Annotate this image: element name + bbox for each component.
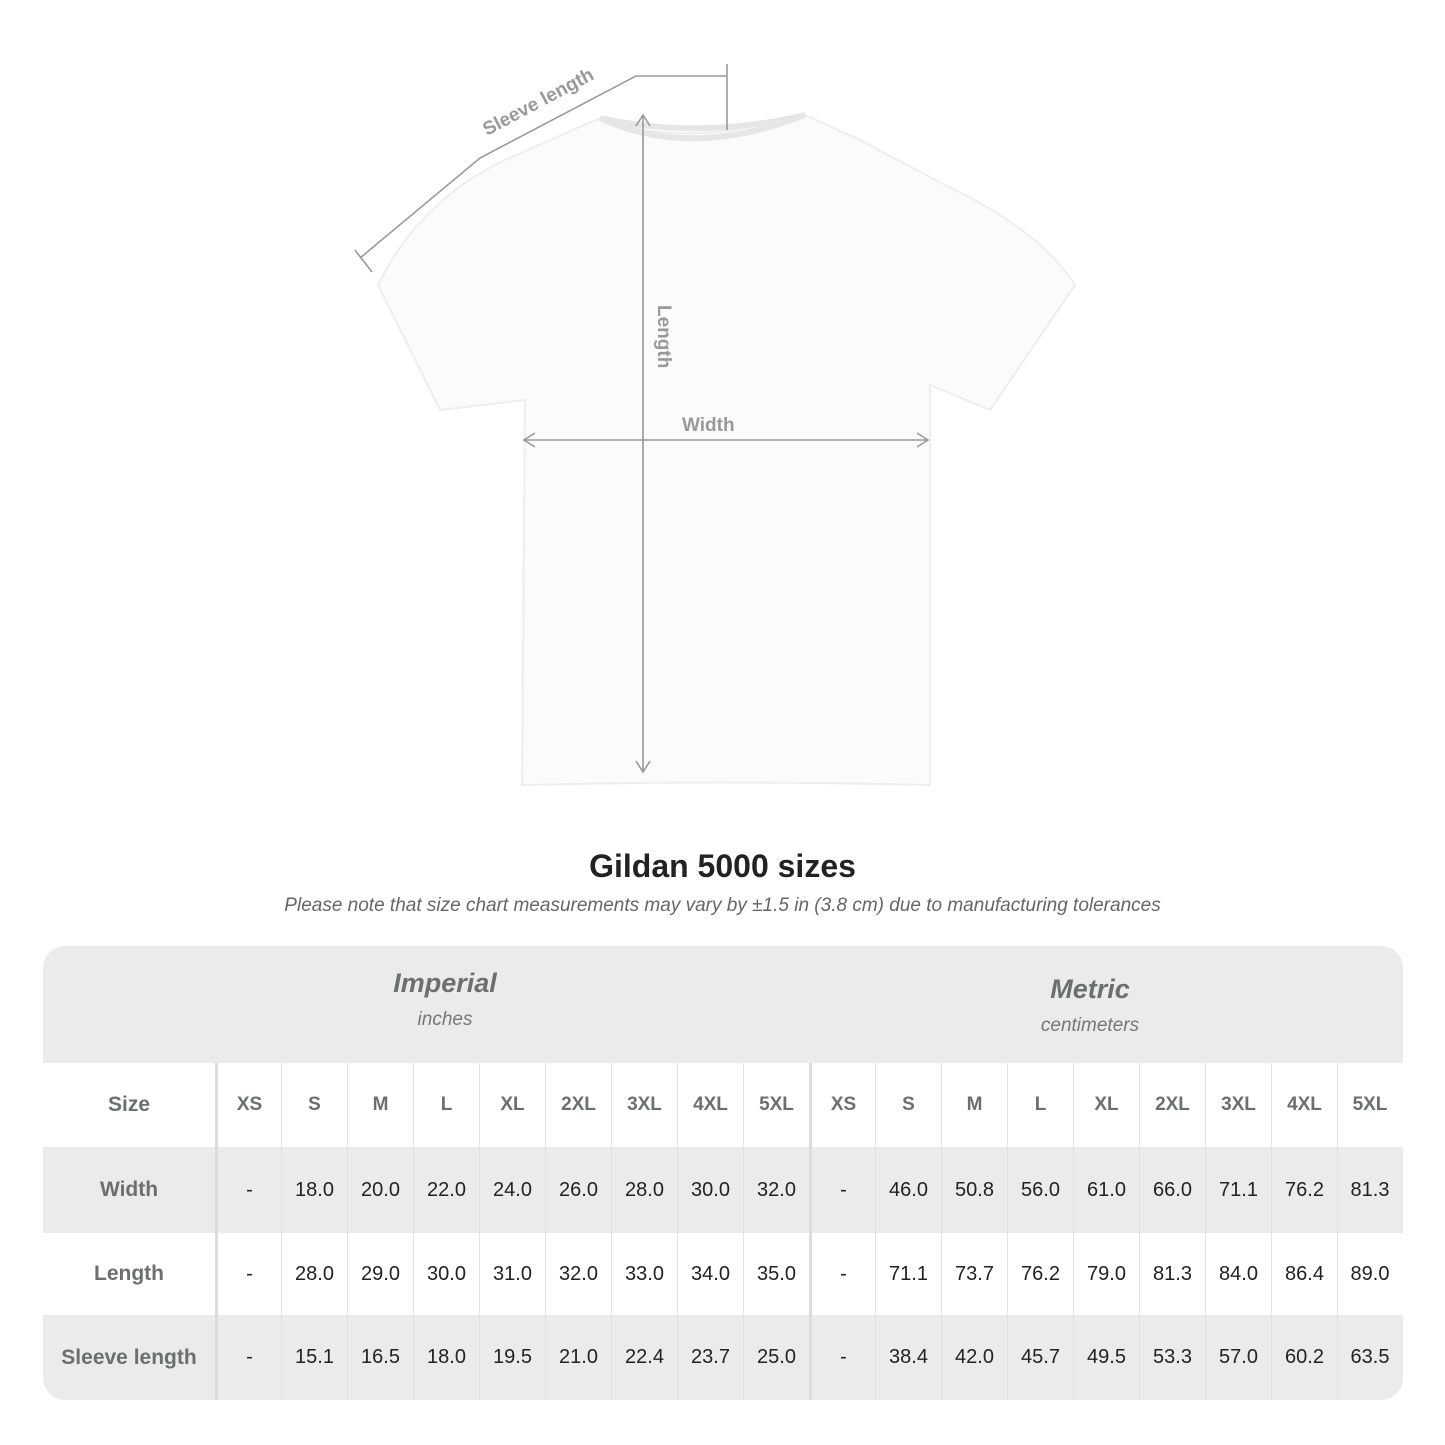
- metric-header: Metric centimeters: [810, 974, 1370, 1037]
- imperial-value-cell: -: [215, 1233, 281, 1315]
- imperial-value-cell: 30.0: [413, 1233, 479, 1315]
- metric-value-cell: 38.4: [875, 1315, 941, 1400]
- size-header-cell: 2XL: [545, 1063, 611, 1147]
- imperial-value-cell: -: [215, 1147, 281, 1233]
- collar: [598, 112, 807, 142]
- size-header-cell: 5XL: [743, 1063, 809, 1147]
- size-header-cell: 3XL: [611, 1063, 677, 1147]
- metric-value-cell: 89.0: [1337, 1233, 1402, 1315]
- metric-value-cell: 46.0: [875, 1147, 941, 1233]
- metric-value-cell: 81.3: [1139, 1233, 1205, 1315]
- imperial-value-cell: 28.0: [611, 1147, 677, 1233]
- imperial-value-cell: 32.0: [743, 1147, 809, 1233]
- page-title: Gildan 5000 sizes: [589, 848, 856, 884]
- metric-value-cell: 56.0: [1007, 1147, 1073, 1233]
- sleeve-length-line: [359, 75, 727, 259]
- imperial-value-cell: 25.0: [743, 1315, 809, 1400]
- imperial-value-cell: 20.0: [347, 1147, 413, 1233]
- row-label: Size: [107, 1093, 151, 1116]
- metric-value-cell: 81.3: [1337, 1147, 1402, 1233]
- size-header-cell: XL: [1073, 1063, 1139, 1147]
- table-row: Width -18.0 20.0 22.0 24.0 26.0 28.0 30.0 32.0-4…: [43, 1147, 1403, 1233]
- size-header-cell: M: [347, 1063, 413, 1147]
- imperial-value-cell: 22.4: [611, 1315, 677, 1400]
- row-label: Width: [99, 1178, 159, 1201]
- metric-value-cell: 73.7: [941, 1233, 1007, 1315]
- metric-value-cell: 71.1: [875, 1233, 941, 1315]
- size-header-cell: M: [941, 1063, 1007, 1147]
- metric-value-cell: 79.0: [1073, 1233, 1139, 1315]
- imperial-value-cell: 18.0: [281, 1147, 347, 1233]
- imperial-value-cell: 29.0: [347, 1233, 413, 1315]
- width-label: Width: [682, 415, 735, 436]
- row-label: Sleeve length: [61, 1345, 197, 1369]
- size-header-cell: L: [413, 1063, 479, 1147]
- imperial-title: Imperial: [393, 968, 497, 998]
- metric-value-cell: 86.4: [1271, 1233, 1337, 1315]
- metric-value-cell: 76.2: [1271, 1147, 1337, 1233]
- length-label: Length: [653, 305, 674, 368]
- imperial-value-cell: 19.5: [479, 1315, 545, 1400]
- size-header-cell: 4XL: [677, 1063, 743, 1147]
- tshirt-image: [376, 113, 1077, 787]
- metric-value-cell: 66.0: [1139, 1147, 1205, 1233]
- size-table: Imperial inches Metric centimeters Size X…: [43, 946, 1403, 1400]
- metric-value-cell: 84.0: [1205, 1233, 1271, 1315]
- size-header-cell: 3XL: [1205, 1063, 1271, 1147]
- metric-unit: centimeters: [1040, 1015, 1140, 1036]
- imperial-value-cell: 35.0: [743, 1233, 809, 1315]
- metric-value-cell: 71.1: [1205, 1147, 1271, 1233]
- metric-value-cell: 57.0: [1205, 1315, 1271, 1400]
- metric-value-cell: 76.2: [1007, 1233, 1073, 1315]
- row-label: Length: [94, 1262, 164, 1285]
- size-header-cell: L: [1007, 1063, 1073, 1147]
- tolerance-note: Please note that size chart measurements…: [284, 895, 1161, 916]
- metric-value-cell: 50.8: [941, 1147, 1007, 1233]
- metric-value-cell: 53.3: [1139, 1315, 1205, 1400]
- size-header-row: Size XS S M L XL 2XL 3XL 4XL 5XL XS S M L XL 2XL 3XL 4XL 5…: [43, 1063, 1403, 1147]
- imperial-value-cell: 28.0: [281, 1233, 347, 1315]
- imperial-value-cell: 16.5: [347, 1315, 413, 1400]
- size-header-cell: S: [875, 1063, 941, 1147]
- imperial-value-cell: 33.0: [611, 1233, 677, 1315]
- metric-value-cell: 60.2: [1271, 1315, 1337, 1400]
- imperial-value-cell: 15.1: [281, 1315, 347, 1400]
- imperial-value-cell: 31.0: [479, 1233, 545, 1315]
- metric-value-cell: 42.0: [941, 1315, 1007, 1400]
- metric-value-cell: -: [809, 1147, 875, 1233]
- size-header-cell: 4XL: [1271, 1063, 1337, 1147]
- size-header-cell: 2XL: [1139, 1063, 1205, 1147]
- metric-value-cell: -: [809, 1233, 875, 1315]
- imperial-value-cell: 24.0: [479, 1147, 545, 1233]
- imperial-value-cell: 18.0: [413, 1315, 479, 1400]
- metric-value-cell: 63.5: [1337, 1315, 1402, 1400]
- size-header-cell: XS: [215, 1063, 281, 1147]
- table-row: Sleeve length -15.1 16.5 18.0 19.5 21.0 22.4 23…: [43, 1315, 1403, 1400]
- metric-value-cell: 45.7: [1007, 1315, 1073, 1400]
- table-header-band: Imperial inches Metric centimeters: [43, 946, 1403, 1063]
- metric-title: Metric: [1050, 974, 1130, 1004]
- metric-value-cell: 61.0: [1073, 1147, 1139, 1233]
- imperial-value-cell: -: [215, 1315, 281, 1400]
- imperial-unit: inches: [417, 1009, 473, 1030]
- imperial-value-cell: 21.0: [545, 1315, 611, 1400]
- tshirt-diagram: Sleeve length Length Width: [354, 64, 1077, 787]
- imperial-value-cell: 26.0: [545, 1147, 611, 1233]
- imperial-value-cell: 23.7: [677, 1315, 743, 1400]
- size-header-cell: XS: [809, 1063, 875, 1147]
- size-header-cell: 5XL: [1337, 1063, 1402, 1147]
- imperial-value-cell: 34.0: [677, 1233, 743, 1315]
- size-header-cell: XL: [479, 1063, 545, 1147]
- size-header-cell: S: [281, 1063, 347, 1147]
- imperial-header: Imperial inches: [215, 968, 675, 1031]
- imperial-value-cell: 30.0: [677, 1147, 743, 1233]
- imperial-value-cell: 22.0: [413, 1147, 479, 1233]
- table-row: Length -28.0 29.0 30.0 31.0 32.0 33.0 34.0 35.0-…: [43, 1233, 1403, 1315]
- metric-value-cell: 49.5: [1073, 1315, 1139, 1400]
- metric-value-cell: -: [809, 1315, 875, 1400]
- imperial-value-cell: 32.0: [545, 1233, 611, 1315]
